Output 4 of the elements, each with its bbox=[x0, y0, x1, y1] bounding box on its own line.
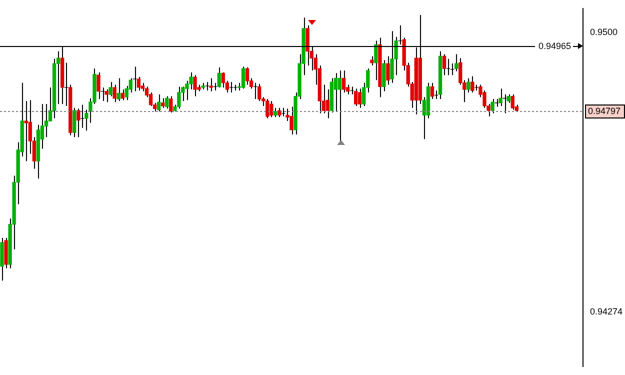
ref-line-label: 0.94797 bbox=[588, 106, 621, 116]
y-tick-label: 0.94274 bbox=[590, 306, 623, 317]
ref-line-label: 0.94965 bbox=[538, 40, 571, 51]
y-tick-label: 0.9500 bbox=[590, 26, 618, 37]
